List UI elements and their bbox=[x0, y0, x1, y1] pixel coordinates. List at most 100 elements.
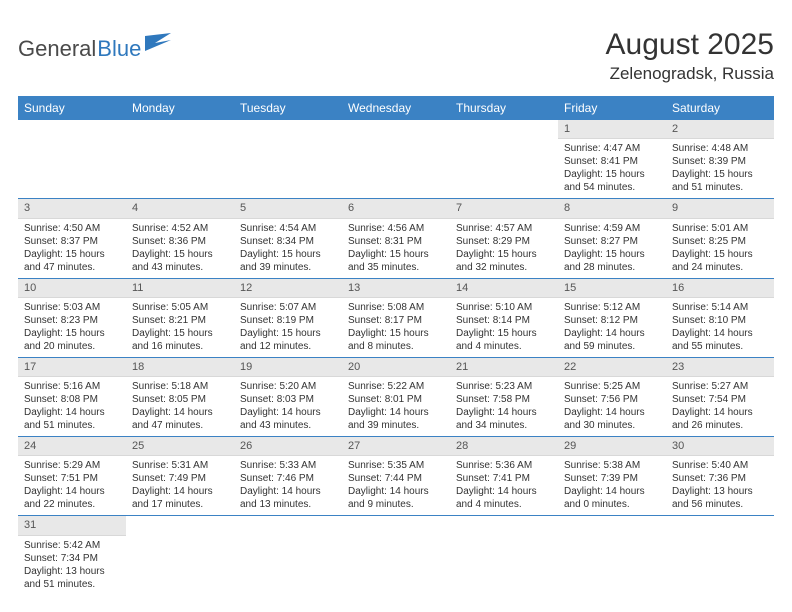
sunrise-text: Sunrise: 5:38 AM bbox=[564, 459, 660, 472]
calendar-cell: 24Sunrise: 5:29 AMSunset: 7:51 PMDayligh… bbox=[18, 437, 126, 516]
sunrise-text: Sunrise: 5:40 AM bbox=[672, 459, 768, 472]
sunrise-text: Sunrise: 5:31 AM bbox=[132, 459, 228, 472]
calendar-week: 17Sunrise: 5:16 AMSunset: 8:08 PMDayligh… bbox=[18, 357, 774, 436]
day-body: Sunrise: 5:14 AMSunset: 8:10 PMDaylight:… bbox=[666, 298, 774, 357]
sunrise-text: Sunrise: 4:54 AM bbox=[240, 222, 336, 235]
calendar-cell bbox=[342, 120, 450, 199]
sunset-text: Sunset: 8:27 PM bbox=[564, 235, 660, 248]
calendar-cell: 9Sunrise: 5:01 AMSunset: 8:25 PMDaylight… bbox=[666, 199, 774, 278]
day-body: Sunrise: 5:18 AMSunset: 8:05 PMDaylight:… bbox=[126, 377, 234, 436]
header: General Blue August 2025 Zelenogradsk, R… bbox=[18, 28, 774, 84]
day-number: 17 bbox=[18, 358, 126, 377]
sunrise-text: Sunrise: 5:05 AM bbox=[132, 301, 228, 314]
sunset-text: Sunset: 8:29 PM bbox=[456, 235, 552, 248]
daylight-text: Daylight: 14 hours and 59 minutes. bbox=[564, 327, 660, 353]
sunrise-text: Sunrise: 5:10 AM bbox=[456, 301, 552, 314]
day-header: Sunday bbox=[18, 96, 126, 120]
day-body: Sunrise: 5:05 AMSunset: 8:21 PMDaylight:… bbox=[126, 298, 234, 357]
sunset-text: Sunset: 8:10 PM bbox=[672, 314, 768, 327]
day-header: Friday bbox=[558, 96, 666, 120]
daylight-text: Daylight: 14 hours and 47 minutes. bbox=[132, 406, 228, 432]
calendar-week: 3Sunrise: 4:50 AMSunset: 8:37 PMDaylight… bbox=[18, 199, 774, 278]
daylight-text: Daylight: 14 hours and 55 minutes. bbox=[672, 327, 768, 353]
daylight-text: Daylight: 15 hours and 8 minutes. bbox=[348, 327, 444, 353]
day-body: Sunrise: 5:07 AMSunset: 8:19 PMDaylight:… bbox=[234, 298, 342, 357]
sunset-text: Sunset: 8:14 PM bbox=[456, 314, 552, 327]
day-number: 15 bbox=[558, 279, 666, 298]
sunrise-text: Sunrise: 4:47 AM bbox=[564, 142, 660, 155]
day-number: 13 bbox=[342, 279, 450, 298]
sunset-text: Sunset: 7:58 PM bbox=[456, 393, 552, 406]
calendar-cell bbox=[234, 120, 342, 199]
daylight-text: Daylight: 15 hours and 35 minutes. bbox=[348, 248, 444, 274]
day-body: Sunrise: 5:20 AMSunset: 8:03 PMDaylight:… bbox=[234, 377, 342, 436]
day-body: Sunrise: 5:42 AMSunset: 7:34 PMDaylight:… bbox=[18, 536, 126, 595]
sunset-text: Sunset: 8:19 PM bbox=[240, 314, 336, 327]
day-number: 26 bbox=[234, 437, 342, 456]
calendar-cell bbox=[342, 516, 450, 595]
daylight-text: Daylight: 14 hours and 4 minutes. bbox=[456, 485, 552, 511]
sunrise-text: Sunrise: 5:16 AM bbox=[24, 380, 120, 393]
calendar-cell: 12Sunrise: 5:07 AMSunset: 8:19 PMDayligh… bbox=[234, 278, 342, 357]
sunrise-text: Sunrise: 5:25 AM bbox=[564, 380, 660, 393]
sunrise-text: Sunrise: 5:08 AM bbox=[348, 301, 444, 314]
day-number: 2 bbox=[666, 120, 774, 139]
sunset-text: Sunset: 7:44 PM bbox=[348, 472, 444, 485]
day-number: 21 bbox=[450, 358, 558, 377]
sunset-text: Sunset: 8:12 PM bbox=[564, 314, 660, 327]
calendar-cell bbox=[126, 516, 234, 595]
day-number: 6 bbox=[342, 199, 450, 218]
calendar-week: 24Sunrise: 5:29 AMSunset: 7:51 PMDayligh… bbox=[18, 437, 774, 516]
day-number: 11 bbox=[126, 279, 234, 298]
day-body: Sunrise: 5:03 AMSunset: 8:23 PMDaylight:… bbox=[18, 298, 126, 357]
day-body: Sunrise: 4:56 AMSunset: 8:31 PMDaylight:… bbox=[342, 219, 450, 278]
sunrise-text: Sunrise: 4:52 AM bbox=[132, 222, 228, 235]
flag-icon bbox=[145, 33, 173, 56]
day-body: Sunrise: 5:16 AMSunset: 8:08 PMDaylight:… bbox=[18, 377, 126, 436]
calendar-cell: 8Sunrise: 4:59 AMSunset: 8:27 PMDaylight… bbox=[558, 199, 666, 278]
sunset-text: Sunset: 7:39 PM bbox=[564, 472, 660, 485]
day-body: Sunrise: 5:40 AMSunset: 7:36 PMDaylight:… bbox=[666, 456, 774, 515]
day-number: 29 bbox=[558, 437, 666, 456]
day-body: Sunrise: 5:31 AMSunset: 7:49 PMDaylight:… bbox=[126, 456, 234, 515]
month-title: August 2025 bbox=[606, 28, 774, 62]
day-body: Sunrise: 5:23 AMSunset: 7:58 PMDaylight:… bbox=[450, 377, 558, 436]
sunset-text: Sunset: 7:54 PM bbox=[672, 393, 768, 406]
day-body: Sunrise: 4:54 AMSunset: 8:34 PMDaylight:… bbox=[234, 219, 342, 278]
daylight-text: Daylight: 14 hours and 26 minutes. bbox=[672, 406, 768, 432]
calendar-week: 1Sunrise: 4:47 AMSunset: 8:41 PMDaylight… bbox=[18, 120, 774, 199]
day-number: 10 bbox=[18, 279, 126, 298]
daylight-text: Daylight: 14 hours and 17 minutes. bbox=[132, 485, 228, 511]
daylight-text: Daylight: 15 hours and 51 minutes. bbox=[672, 168, 768, 194]
sunrise-text: Sunrise: 5:27 AM bbox=[672, 380, 768, 393]
day-number: 20 bbox=[342, 358, 450, 377]
sunset-text: Sunset: 8:25 PM bbox=[672, 235, 768, 248]
daylight-text: Daylight: 14 hours and 43 minutes. bbox=[240, 406, 336, 432]
calendar-cell: 23Sunrise: 5:27 AMSunset: 7:54 PMDayligh… bbox=[666, 357, 774, 436]
day-body: Sunrise: 5:01 AMSunset: 8:25 PMDaylight:… bbox=[666, 219, 774, 278]
day-body: Sunrise: 4:50 AMSunset: 8:37 PMDaylight:… bbox=[18, 219, 126, 278]
daylight-text: Daylight: 14 hours and 51 minutes. bbox=[24, 406, 120, 432]
day-body: Sunrise: 5:38 AMSunset: 7:39 PMDaylight:… bbox=[558, 456, 666, 515]
calendar-week: 31Sunrise: 5:42 AMSunset: 7:34 PMDayligh… bbox=[18, 516, 774, 595]
day-body: Sunrise: 5:35 AMSunset: 7:44 PMDaylight:… bbox=[342, 456, 450, 515]
daylight-text: Daylight: 15 hours and 39 minutes. bbox=[240, 248, 336, 274]
daylight-text: Daylight: 14 hours and 22 minutes. bbox=[24, 485, 120, 511]
daylight-text: Daylight: 15 hours and 16 minutes. bbox=[132, 327, 228, 353]
calendar-cell bbox=[558, 516, 666, 595]
day-number: 4 bbox=[126, 199, 234, 218]
sunrise-text: Sunrise: 5:33 AM bbox=[240, 459, 336, 472]
sunrise-text: Sunrise: 5:35 AM bbox=[348, 459, 444, 472]
calendar-cell bbox=[666, 516, 774, 595]
day-body: Sunrise: 5:10 AMSunset: 8:14 PMDaylight:… bbox=[450, 298, 558, 357]
day-body: Sunrise: 5:33 AMSunset: 7:46 PMDaylight:… bbox=[234, 456, 342, 515]
day-body: Sunrise: 5:29 AMSunset: 7:51 PMDaylight:… bbox=[18, 456, 126, 515]
day-body: Sunrise: 5:25 AMSunset: 7:56 PMDaylight:… bbox=[558, 377, 666, 436]
calendar-cell: 19Sunrise: 5:20 AMSunset: 8:03 PMDayligh… bbox=[234, 357, 342, 436]
daylight-text: Daylight: 15 hours and 28 minutes. bbox=[564, 248, 660, 274]
sunrise-text: Sunrise: 5:18 AM bbox=[132, 380, 228, 393]
sunset-text: Sunset: 8:23 PM bbox=[24, 314, 120, 327]
calendar-cell bbox=[126, 120, 234, 199]
sunrise-text: Sunrise: 5:23 AM bbox=[456, 380, 552, 393]
calendar-cell: 27Sunrise: 5:35 AMSunset: 7:44 PMDayligh… bbox=[342, 437, 450, 516]
